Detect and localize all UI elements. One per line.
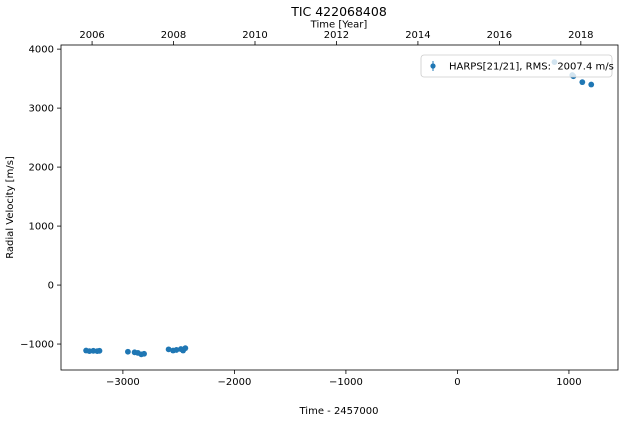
y-tick-label: 2000 bbox=[29, 163, 54, 174]
x-axis-label: Time - 2457000 bbox=[299, 406, 379, 417]
y-axis-ticks: −1000 0 1000 2000 3000 4000 bbox=[20, 45, 61, 351]
legend-marker bbox=[430, 63, 436, 69]
y-tick-label: 0 bbox=[48, 281, 54, 292]
y-axis-label: Radial Velocity [m/s] bbox=[5, 156, 16, 259]
top-x-tick-label: 2016 bbox=[487, 30, 512, 41]
x-tick-label: −2000 bbox=[217, 377, 251, 388]
top-x-tick-label: 2008 bbox=[161, 30, 186, 41]
data-points bbox=[83, 59, 595, 358]
data-point bbox=[173, 347, 180, 353]
data-point bbox=[588, 81, 595, 88]
top-x-tick-label: 2012 bbox=[324, 30, 349, 41]
data-point bbox=[182, 345, 189, 352]
x-tick-label: −3000 bbox=[106, 377, 140, 388]
y-tick-label: −1000 bbox=[20, 340, 54, 351]
plot-area-frame bbox=[60, 44, 619, 371]
y-tick-label: 3000 bbox=[29, 104, 54, 115]
legend: HARPS[21/21], RMS: 2007.4 m/s bbox=[420, 54, 614, 78]
legend-entry-label: HARPS[21/21], RMS: 2007.4 m/s bbox=[449, 62, 614, 73]
y-tick-label: 1000 bbox=[29, 222, 54, 233]
data-point bbox=[579, 79, 586, 86]
data-point bbox=[141, 350, 147, 357]
x-tick-label: 0 bbox=[454, 377, 460, 388]
legend-frame bbox=[420, 54, 613, 78]
data-point bbox=[165, 346, 172, 353]
top-x-tick-label: 2010 bbox=[242, 30, 267, 41]
top-x-tick-label: 2014 bbox=[405, 30, 430, 41]
x-tick-label: 1000 bbox=[556, 377, 581, 388]
top-x-tick-label: 2018 bbox=[568, 30, 593, 41]
top-x-axis-label: Time [Year] bbox=[310, 20, 368, 31]
top-x-axis-ticks: 2006 2008 2010 2012 2014 2016 2018 bbox=[79, 30, 594, 45]
data-point bbox=[125, 348, 131, 355]
x-tick-label: −1000 bbox=[329, 377, 363, 388]
top-x-tick-label: 2006 bbox=[79, 30, 104, 41]
data-point bbox=[96, 347, 103, 354]
chart-title: TIC 422068408 bbox=[290, 4, 387, 19]
x-axis-ticks: −3000 −2000 −1000 0 1000 bbox=[106, 370, 582, 388]
y-tick-label: 4000 bbox=[29, 45, 54, 56]
